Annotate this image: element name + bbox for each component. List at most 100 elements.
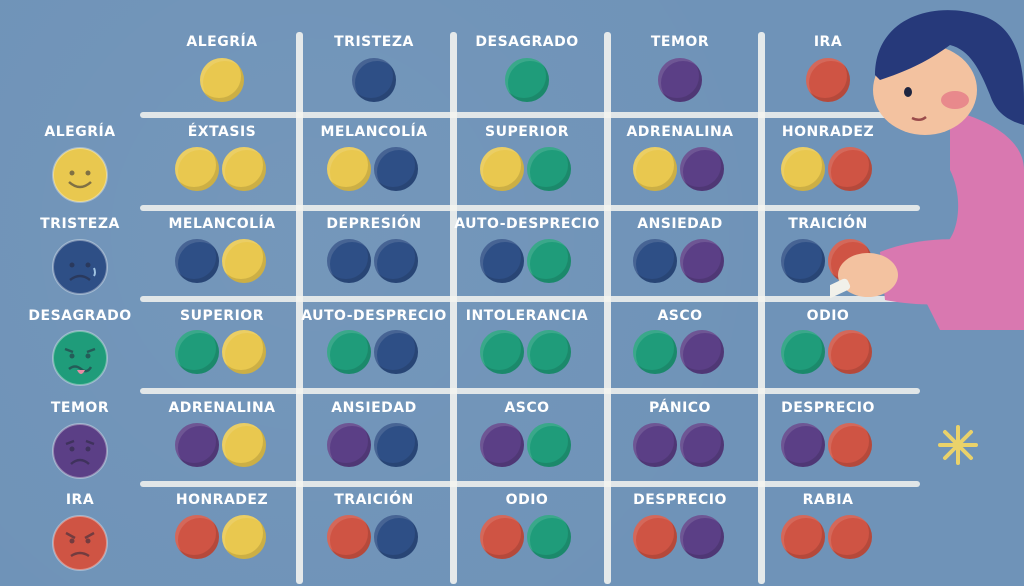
cell-label: MELANCOLÍA [168, 216, 276, 232]
cell-color-dot [222, 239, 266, 283]
cell-color-dot [527, 147, 571, 191]
cell-color-dot [480, 423, 524, 467]
cell-color-dot [480, 147, 524, 191]
girl-mouth [911, 115, 927, 121]
cell-color-dot [680, 147, 724, 191]
girl-arm [880, 239, 980, 305]
cell-color-dot [527, 423, 571, 467]
cell-color-dot [633, 515, 677, 559]
column-header-label: IRA [813, 34, 843, 50]
cell-label: ADRENALINA [626, 124, 734, 140]
cell-color-dot [633, 330, 677, 374]
happy-face-icon [51, 146, 109, 204]
column-header-label: TEMOR [650, 34, 710, 50]
cell-label: SUPERIOR [485, 124, 569, 140]
cell-label: DESPRECIO [633, 492, 727, 508]
cell-color-dot [680, 239, 724, 283]
cell-color-dot [175, 423, 219, 467]
cell-label: ODIO [505, 492, 549, 508]
cell-color-dot [781, 423, 825, 467]
cell-label: ANSIEDAD [331, 400, 417, 416]
cell-label: ÉXTASIS [187, 124, 257, 140]
cell-color-dot [222, 147, 266, 191]
cell-color-dot [327, 330, 371, 374]
cell-color-dot [175, 147, 219, 191]
cell-label: TRAICIÓN [334, 492, 414, 508]
cell-color-dot [680, 330, 724, 374]
grid-line-horizontal [140, 112, 920, 118]
cell-color-dot [374, 239, 418, 283]
cell-color-dot [327, 147, 371, 191]
cell-color-dot [781, 147, 825, 191]
cell-color-dot [680, 423, 724, 467]
grid-line-horizontal [140, 296, 920, 302]
fear-face-icon [51, 422, 109, 480]
cell-color-dot [527, 330, 571, 374]
cell-label: HONRADEZ [175, 492, 269, 508]
grid-line-vertical [604, 32, 611, 584]
cell-label: HONRADEZ [781, 124, 875, 140]
cell-color-dot [222, 515, 266, 559]
cell-label: RABIA [802, 492, 854, 508]
column-color-dot [200, 58, 244, 102]
cell-label: ODIO [806, 308, 850, 324]
cell-color-dot [175, 330, 219, 374]
cell-color-dot [222, 423, 266, 467]
cell-color-dot [828, 147, 872, 191]
cell-color-dot [374, 330, 418, 374]
girl-hair [875, 10, 1024, 125]
grid-line-horizontal [140, 481, 920, 487]
cell-label: MELANCOLÍA [320, 124, 428, 140]
girl-hand [838, 253, 898, 297]
column-header-label: TRISTEZA [334, 34, 414, 50]
cell-label: TRAICIÓN [788, 216, 868, 232]
row-header-label: TEMOR [50, 400, 110, 416]
cell-color-dot [527, 515, 571, 559]
cell-color-dot [480, 239, 524, 283]
cell-color-dot [374, 515, 418, 559]
cell-label: PÁNICO [649, 400, 711, 416]
girl-cheek [941, 91, 969, 109]
grid-line-horizontal [140, 388, 920, 394]
cell-color-dot [175, 515, 219, 559]
sad-face-icon [51, 238, 109, 296]
column-header-label: ALEGRÍA [186, 34, 258, 50]
cell-color-dot [374, 147, 418, 191]
cell-label: ASCO [504, 400, 550, 416]
column-color-dot [505, 58, 549, 102]
grid-line-vertical [296, 32, 303, 584]
grid-line-vertical [450, 32, 457, 584]
column-color-dot [806, 58, 850, 102]
row-header-label: TRISTEZA [40, 216, 120, 232]
cell-label: ANSIEDAD [637, 216, 723, 232]
cell-color-dot [374, 423, 418, 467]
column-header-label: DESAGRADO [475, 34, 579, 50]
chalk-stick [830, 278, 851, 299]
cell-color-dot [828, 330, 872, 374]
cell-color-dot [633, 423, 677, 467]
cell-label: AUTO-DESPRECIO [454, 216, 600, 232]
grid-line-vertical [758, 32, 765, 584]
row-header-label: DESAGRADO [28, 308, 132, 324]
disgust-face-icon [51, 329, 109, 387]
cell-label: DEPRESIÓN [326, 216, 422, 232]
row-header-label: ALEGRÍA [44, 124, 116, 140]
cell-color-dot [222, 330, 266, 374]
cell-color-dot [781, 515, 825, 559]
cell-color-dot [175, 239, 219, 283]
cell-color-dot [527, 239, 571, 283]
cell-color-dot [828, 515, 872, 559]
girl-eye [904, 87, 912, 97]
girl-illustration [830, 10, 1024, 330]
cell-color-dot [781, 239, 825, 283]
cell-color-dot [633, 239, 677, 283]
cell-color-dot [327, 515, 371, 559]
cell-label: SUPERIOR [180, 308, 264, 324]
cell-color-dot [828, 423, 872, 467]
cell-color-dot [680, 515, 724, 559]
column-color-dot [658, 58, 702, 102]
cell-color-dot [327, 239, 371, 283]
grid-line-horizontal [140, 205, 920, 211]
cell-label: AUTO-DESPRECIO [301, 308, 447, 324]
cell-color-dot [781, 330, 825, 374]
